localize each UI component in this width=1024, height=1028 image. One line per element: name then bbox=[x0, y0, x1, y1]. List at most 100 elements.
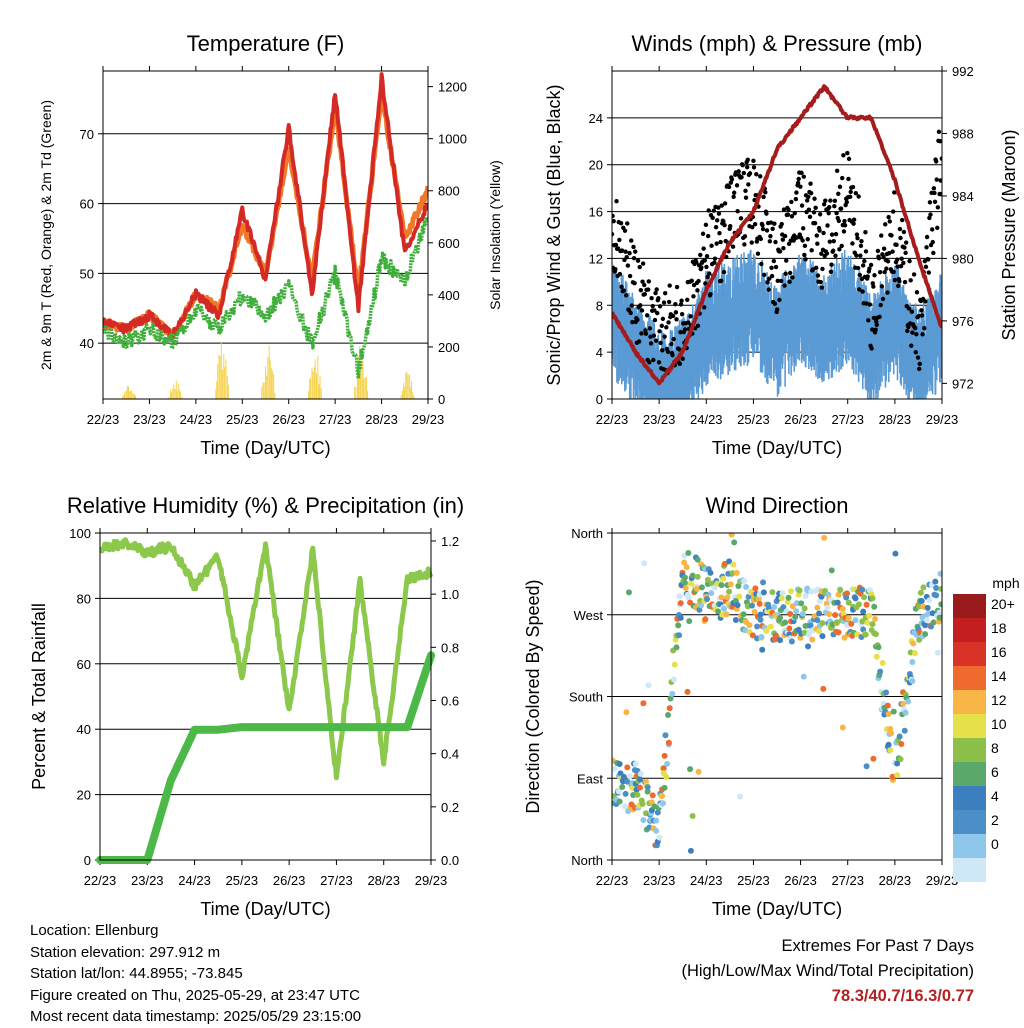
gust-point bbox=[782, 283, 787, 288]
gust-point bbox=[758, 236, 763, 242]
gust-point bbox=[801, 174, 806, 179]
direction-point bbox=[687, 766, 694, 773]
gust-point bbox=[929, 227, 935, 232]
direction-point bbox=[726, 588, 733, 595]
direction-point bbox=[718, 582, 725, 589]
gust-point bbox=[652, 308, 657, 313]
gust-point bbox=[643, 331, 649, 336]
gust-point bbox=[715, 218, 720, 223]
direction-point bbox=[619, 784, 626, 791]
gust-point bbox=[914, 290, 920, 295]
gust-point bbox=[846, 176, 851, 182]
temperature-y2-label: Solar Insolation (Yellow) bbox=[487, 160, 503, 310]
direction-point bbox=[863, 763, 870, 770]
gust-point bbox=[782, 233, 788, 239]
gust-point bbox=[647, 326, 653, 331]
direction-point bbox=[835, 629, 842, 636]
direction-point bbox=[695, 768, 702, 775]
y-tick-label: 40 bbox=[80, 336, 94, 351]
humidity-plot-area bbox=[96, 537, 435, 864]
direction-point bbox=[757, 616, 764, 623]
location-text: Location: Ellenburg bbox=[30, 922, 159, 939]
gust-point bbox=[717, 231, 722, 236]
gust-point bbox=[871, 315, 877, 321]
direction-point bbox=[816, 610, 823, 617]
legend-title: mph bbox=[992, 575, 1019, 591]
humidity-y-label: Percent & Total Rainfall bbox=[29, 603, 49, 790]
gust-point bbox=[825, 223, 830, 228]
direction-point bbox=[814, 604, 821, 611]
direction-point bbox=[887, 725, 894, 732]
direction-point bbox=[789, 603, 796, 610]
y2-tick-label: 984 bbox=[952, 189, 974, 204]
gust-point bbox=[824, 251, 830, 256]
gust-point bbox=[815, 241, 820, 246]
gust-point bbox=[784, 258, 789, 263]
direction-point bbox=[786, 625, 793, 632]
y2-tick-label: 992 bbox=[952, 64, 974, 79]
gust-point bbox=[766, 287, 771, 292]
gust-point bbox=[639, 308, 645, 313]
direction-point bbox=[898, 740, 905, 747]
direction-point bbox=[731, 539, 738, 546]
gust-point bbox=[636, 339, 642, 344]
direction-point bbox=[626, 773, 633, 780]
gust-point bbox=[642, 282, 647, 288]
gust-point bbox=[842, 218, 847, 224]
direction-point bbox=[938, 585, 942, 592]
gust-point bbox=[742, 242, 747, 247]
gust-point bbox=[642, 291, 648, 297]
y-tick-label: North bbox=[571, 853, 603, 868]
direction-point bbox=[901, 727, 908, 734]
gust-point bbox=[773, 264, 779, 270]
winds-y2-label: Station Pressure (Maroon) bbox=[999, 129, 1019, 340]
direction-point bbox=[824, 604, 831, 611]
direction-point bbox=[917, 589, 924, 596]
direction-point bbox=[754, 623, 761, 630]
x-tick-label: 29/23 bbox=[926, 873, 959, 888]
gust-point bbox=[826, 210, 831, 216]
station-info: Location: Ellenburg Station elevation: 2… bbox=[30, 920, 361, 1028]
gust-point bbox=[841, 229, 847, 234]
y2-tick-label: 800 bbox=[438, 184, 460, 199]
gust-point bbox=[827, 204, 832, 210]
series-2m-t bbox=[103, 72, 428, 341]
direction-point bbox=[866, 612, 873, 619]
gust-point bbox=[814, 265, 819, 271]
gust-point bbox=[865, 274, 870, 279]
gust-point bbox=[704, 254, 710, 259]
gust-point bbox=[880, 296, 886, 302]
gust-point bbox=[702, 258, 707, 263]
direction-point bbox=[749, 632, 756, 639]
gust-point bbox=[631, 244, 636, 250]
gust-point bbox=[772, 221, 777, 226]
legend-swatch bbox=[953, 714, 986, 738]
gust-point bbox=[736, 169, 741, 174]
gust-point bbox=[677, 361, 683, 366]
x-tick-label: 23/23 bbox=[643, 412, 676, 427]
gust-point bbox=[691, 294, 696, 299]
direction-point bbox=[637, 784, 644, 791]
legend-swatch bbox=[953, 642, 986, 666]
gust-point bbox=[821, 202, 827, 207]
humidity-title: Relative Humidity (%) & Precipitation (i… bbox=[67, 493, 464, 518]
gust-point bbox=[625, 263, 631, 268]
gust-point bbox=[752, 221, 758, 227]
gust-point bbox=[788, 270, 793, 276]
gust-point bbox=[819, 285, 825, 290]
y2-tick-label: 972 bbox=[952, 376, 974, 391]
gust-point bbox=[767, 276, 772, 281]
y2-tick-label: 400 bbox=[438, 288, 460, 303]
gust-point bbox=[830, 248, 836, 253]
direction-point bbox=[644, 784, 651, 791]
gust-point bbox=[656, 296, 661, 301]
gust-point bbox=[857, 287, 862, 292]
direction-point bbox=[888, 730, 895, 737]
direction-point bbox=[634, 791, 641, 798]
y2-tick-label: 0.4 bbox=[441, 747, 459, 762]
gust-point bbox=[881, 246, 887, 251]
direction-point bbox=[724, 594, 731, 601]
x-tick-label: 29/23 bbox=[412, 412, 445, 427]
legend-swatch bbox=[953, 738, 986, 762]
y-tick-label: East bbox=[577, 771, 603, 786]
